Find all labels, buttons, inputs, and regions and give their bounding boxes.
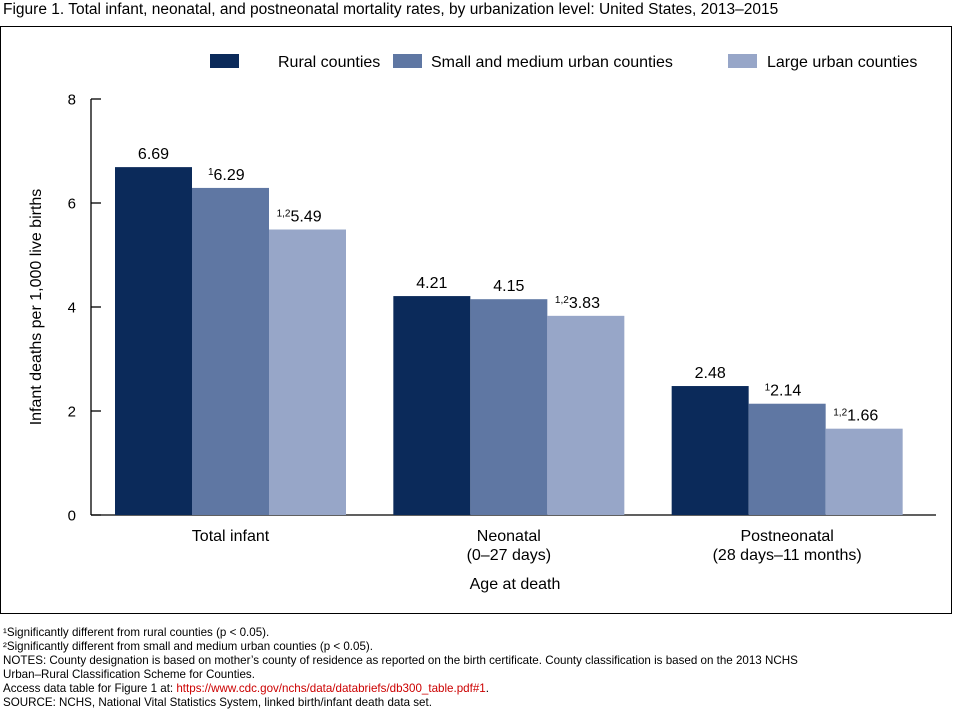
legend-label-3: Large urban counties [767,54,917,71]
bar-2-1 [393,296,471,515]
value-label-2-2: 4.15 [493,278,524,295]
footnote-2: ²Significantly different from small and … [3,640,373,653]
access-prefix: Access data table for Figure 1 at: [3,682,177,695]
figure-title: Figure 1. Total infant, neonatal, and po… [3,1,779,18]
access-suffix: . [485,682,489,695]
value-label-3-2: 2.14 [770,383,801,400]
value-label-3-3: 1.66 [847,408,878,425]
category-label-3-line-1: Postneonatal [740,528,833,545]
category-label-2-line-2: (0–27 days) [467,547,552,564]
bar-3-1 [671,386,749,515]
y-tick-label-4: 4 [68,300,76,317]
chart-frame: Rural counties Small and medium urban cou… [0,26,952,614]
footnotes: ¹Significantly different from rural coun… [3,626,953,710]
y-axis-title: Infant deaths per 1,000 live births [28,189,45,426]
significance-marker-1-3: 1,2 [277,209,291,220]
value-label-2-1: 4.21 [416,275,447,292]
legend-swatch-3 [728,54,757,68]
category-label-2-line-1: Neonatal [477,528,541,545]
bar-3-2 [748,403,826,515]
bar-2-3 [547,315,625,515]
access-line: Access data table for Figure 1 at: https… [3,682,953,696]
y-tick-label-6: 6 [68,196,76,213]
y-tick-label-2: 2 [68,404,76,421]
legend-label-2: Small and medium urban counties [431,54,673,71]
significance-marker-3-2: 1 [765,383,771,394]
legend-swatch-2 [393,54,422,68]
value-label-1-3: 5.49 [291,209,322,226]
legend-label-1: Rural counties [278,54,380,71]
significance-marker-2-3: 1,2 [555,295,569,306]
category-label-3-line-2: (28 days–11 months) [713,547,862,564]
x-axis-title: Age at death [470,576,561,593]
value-label-2-3: 3.83 [569,295,600,312]
bar-2-2 [470,299,548,515]
notes-line-2: Urban–Rural Classification Scheme for Co… [3,668,255,681]
bar-1-3 [269,229,346,515]
legend-swatch-1 [210,54,239,68]
significance-marker-1-2: 1 [208,167,214,178]
bar-1-2 [192,187,269,516]
value-label-1-1: 6.69 [138,146,169,163]
category-label-1-line-1: Total infant [192,528,270,545]
value-label-3-1: 2.48 [695,365,726,382]
y-tick-label-8: 8 [68,92,76,109]
bar-3-3 [825,428,903,515]
significance-marker-3-3: 1,2 [833,408,847,419]
bar-chart: Rural counties Small and medium urban cou… [28,54,936,593]
y-tick-label-0: 0 [68,508,76,525]
bar-1-1 [115,167,192,515]
footnote-1: ¹Significantly different from rural coun… [3,626,270,639]
value-label-1-2: 6.29 [214,167,245,184]
source-line: SOURCE: NCHS, National Vital Statistics … [3,696,432,709]
notes-line-1: NOTES: County designation is based on mo… [3,654,798,667]
data-table-link[interactable]: https://www.cdc.gov/nchs/data/databriefs… [176,682,486,695]
